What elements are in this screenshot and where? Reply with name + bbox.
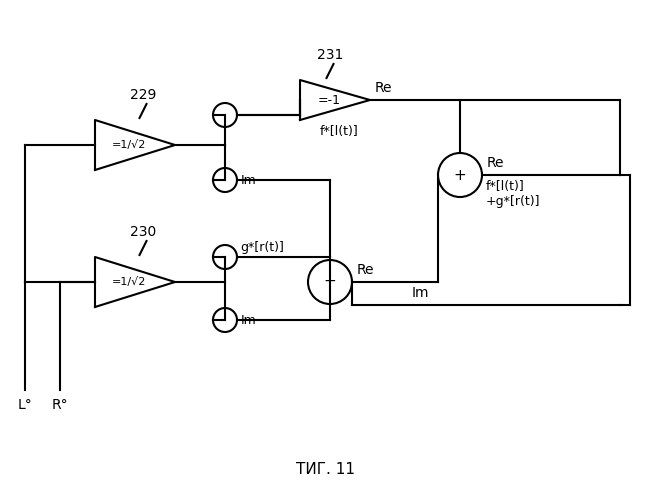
Text: 230: 230	[130, 225, 156, 239]
Text: 229: 229	[130, 88, 156, 102]
Text: +: +	[454, 168, 466, 182]
Text: f*[l(t)]: f*[l(t)]	[320, 125, 358, 138]
Text: Re: Re	[375, 81, 392, 95]
Text: =1/√2: =1/√2	[112, 277, 146, 287]
Text: L°: L°	[18, 398, 33, 412]
Text: +: +	[324, 274, 336, 289]
Text: Im: Im	[241, 174, 257, 186]
Text: f*[l(t)]
+g*[r(t)]: f*[l(t)] +g*[r(t)]	[486, 180, 541, 208]
Text: R°: R°	[52, 398, 69, 412]
Text: =-1: =-1	[318, 94, 341, 106]
Text: Re: Re	[357, 263, 375, 277]
Text: ΤИГ. 11: ΤИГ. 11	[296, 462, 355, 477]
Text: Re: Re	[487, 156, 505, 170]
Text: g*[r(t)]: g*[r(t)]	[240, 241, 284, 254]
Text: =1/√2: =1/√2	[112, 140, 146, 150]
Text: Im: Im	[412, 286, 430, 300]
Text: 231: 231	[317, 48, 343, 62]
Text: Im: Im	[241, 314, 257, 326]
